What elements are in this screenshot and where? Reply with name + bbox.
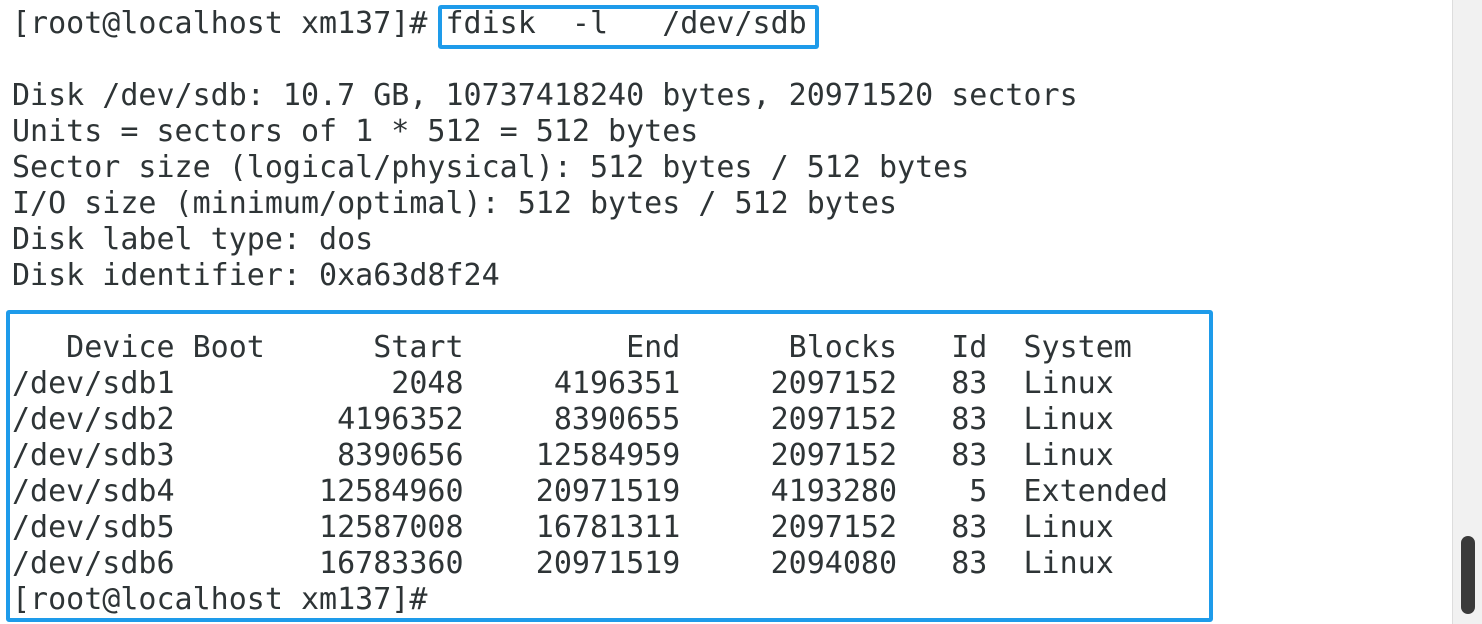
scrollbar[interactable]	[1452, 0, 1482, 624]
disk-info-line: Disk /dev/sdb: 10.7 GB, 10737418240 byte…	[12, 78, 1078, 113]
command: fdisk -l /dev/sdb	[445, 6, 807, 41]
disk-info-line: Disk identifier: 0xa63d8f24	[12, 258, 500, 293]
table-header: Device Boot Start End Blocks Id System	[12, 330, 1132, 365]
disk-info-line: Disk label type: dos	[12, 222, 374, 257]
table-row: /dev/sdb1 2048 4196351 2097152 83 Linux	[12, 366, 1114, 401]
disk-info-line: Sector size (logical/physical): 512 byte…	[12, 150, 970, 185]
command-highlight	[438, 5, 819, 49]
table-row: /dev/sdb4 12584960 20971519 4193280 5 Ex…	[12, 474, 1168, 509]
prompt: [root@localhost xm137]#	[12, 6, 446, 41]
table-highlight	[6, 310, 1213, 622]
table-row: /dev/sdb2 4196352 8390655 2097152 83 Lin…	[12, 402, 1114, 437]
prompt: [root@localhost xm137]#	[12, 582, 428, 617]
table-row: /dev/sdb5 12587008 16781311 2097152 83 L…	[12, 510, 1114, 545]
disk-info-line: I/O size (minimum/optimal): 512 bytes / …	[12, 186, 898, 221]
disk-info-line: Units = sectors of 1 * 512 = 512 bytes	[12, 114, 699, 149]
scroll-thumb[interactable]	[1461, 536, 1475, 614]
command-line: [root@localhost xm137]# fdisk -l /dev/sd…	[12, 6, 807, 42]
table-row: /dev/sdb3 8390656 12584959 2097152 83 Li…	[12, 438, 1114, 473]
table-row: /dev/sdb6 16783360 20971519 2094080 83 L…	[12, 546, 1114, 581]
